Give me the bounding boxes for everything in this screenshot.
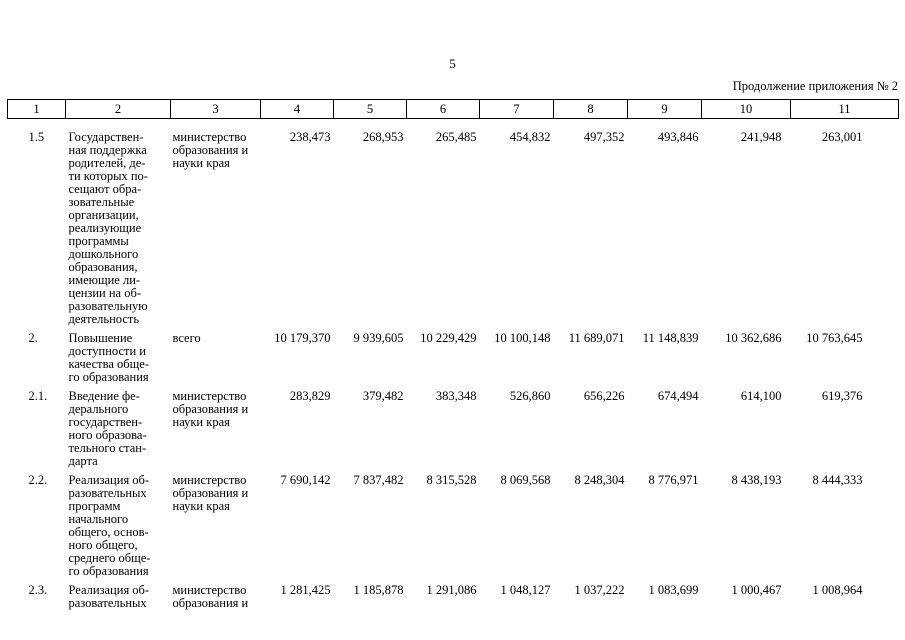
table-row: 1.5 Государствен- ная поддержка родителе… [8, 119, 899, 327]
value-cell: 8 248,304 [574, 473, 625, 487]
executor-name: министерство образования и науки края [172, 473, 249, 513]
value-cell: 10 179,370 [274, 331, 331, 345]
value-cell: 7 690,142 [280, 473, 331, 487]
value-cell: 614,100 [740, 389, 782, 403]
page-number: 5 [449, 56, 456, 71]
row-number: 2.1. [28, 389, 48, 403]
header-cell: 1 [7, 99, 66, 119]
table-header-row: 1 2 3 4 5 6 7 8 9 10 11 [7, 99, 899, 119]
value-cell: 11 148,839 [642, 331, 699, 345]
value-cell: 1 037,222 [574, 583, 625, 597]
value-cell: 8 444,333 [812, 473, 863, 487]
executor-name: министерство образования и [172, 583, 249, 610]
header-cell: 4 [260, 99, 334, 119]
table-row: 2.3. Реализация об- разовательных минист… [8, 578, 899, 610]
value-cell: 10 763,645 [806, 331, 863, 345]
value-cell: 11 689,071 [568, 331, 625, 345]
row-number: 2.2. [28, 473, 48, 487]
value-cell: 268,953 [362, 130, 404, 144]
value-cell: 619,376 [821, 389, 863, 403]
activity-name: Реализация об- разовательных [68, 583, 150, 610]
header-cell: 7 [479, 99, 554, 119]
activity-name: Государствен- ная поддержка родителей, д… [68, 130, 148, 326]
value-cell: 10 100,148 [494, 331, 551, 345]
value-cell: 674,494 [657, 389, 699, 403]
executor-name: министерство образования и науки края [172, 389, 249, 429]
value-cell: 526,860 [509, 389, 551, 403]
value-cell: 1 291,086 [426, 583, 477, 597]
value-cell: 1 008,964 [812, 583, 863, 597]
header-cell: 9 [627, 99, 702, 119]
executor-name: министерство образования и науки края [172, 130, 249, 170]
value-cell: 8 438,193 [731, 473, 782, 487]
value-cell: 1 000,467 [731, 583, 782, 597]
value-cell: 379,482 [362, 389, 404, 403]
table-row: 2.2. Реализация об- разовательных програ… [8, 468, 899, 578]
value-cell: 9 939,605 [353, 331, 404, 345]
value-cell: 8 315,528 [426, 473, 477, 487]
header-cell: 10 [701, 99, 791, 119]
value-cell: 10 362,686 [725, 331, 782, 345]
table-row: 2.1. Введение фе- дерального государстве… [8, 384, 899, 468]
value-cell: 238,473 [289, 130, 331, 144]
value-cell: 263,001 [821, 130, 863, 144]
value-cell: 656,226 [583, 389, 625, 403]
executor-name: всего [172, 331, 201, 345]
value-cell: 1 048,127 [500, 583, 551, 597]
value-cell: 1 083,699 [648, 583, 699, 597]
header-cell: 11 [790, 99, 899, 119]
continuation-label: Продолжение приложения № 2 [732, 79, 898, 93]
value-cell: 383,348 [435, 389, 477, 403]
row-number: 2.3. [28, 583, 48, 597]
value-cell: 7 837,482 [353, 473, 404, 487]
header-cell: 8 [553, 99, 628, 119]
table-row: 2. Повышение доступности и качества обще… [8, 326, 899, 384]
row-number: 2. [28, 331, 38, 345]
row-number: 1.5 [28, 130, 45, 144]
header-cell: 2 [65, 99, 171, 119]
header-cell: 5 [333, 99, 407, 119]
header-cell: 6 [406, 99, 480, 119]
value-cell: 10 229,429 [420, 331, 477, 345]
value-cell: 1 185,878 [353, 583, 404, 597]
value-cell: 493,846 [657, 130, 699, 144]
value-cell: 1 281,425 [280, 583, 331, 597]
header-cell: 3 [170, 99, 261, 119]
value-cell: 454,832 [509, 130, 551, 144]
value-cell: 8 069,568 [500, 473, 551, 487]
value-cell: 8 776,971 [648, 473, 699, 487]
value-cell: 265,485 [435, 130, 477, 144]
activity-name: Повышение доступности и качества обще- г… [68, 331, 149, 384]
value-cell: 497,352 [583, 130, 625, 144]
value-cell: 241,948 [740, 130, 782, 144]
appendix-table: 1 2 3 4 5 6 7 8 9 10 11 1.5 Государствен… [7, 99, 899, 610]
activity-name: Реализация об- разовательных программ на… [68, 473, 151, 578]
value-cell: 283,829 [289, 389, 331, 403]
activity-name: Введение фе- дерального государствен- но… [68, 389, 147, 468]
